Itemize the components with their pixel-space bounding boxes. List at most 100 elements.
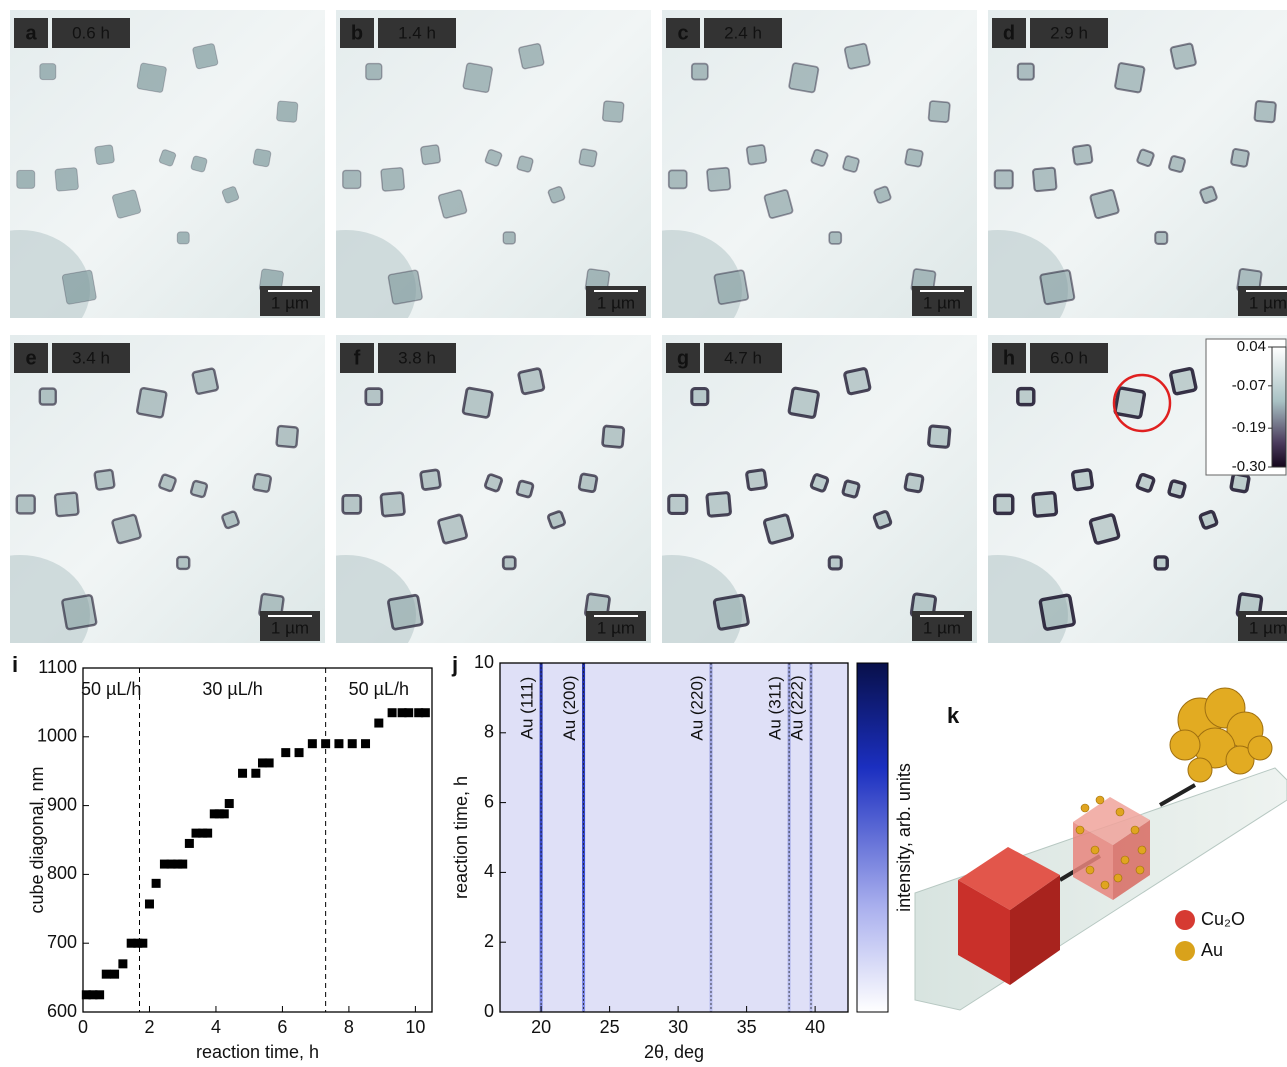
particle (112, 514, 141, 543)
particle (343, 495, 361, 513)
x-tick-label: 2 (144, 1017, 154, 1037)
gold-particle (1114, 874, 1122, 882)
particle (94, 470, 114, 490)
y-axis-label: reaction time, h (451, 776, 471, 899)
particle (1090, 189, 1119, 218)
y-tick-label: 0 (484, 1001, 494, 1021)
scale-label: 1 µm (597, 293, 635, 312)
particle (1115, 388, 1145, 418)
particle (714, 270, 749, 305)
particle (707, 492, 731, 516)
y-tick-label: 8 (484, 722, 494, 742)
particle (829, 557, 841, 569)
time-label: 6.0 h (1050, 348, 1088, 367)
particle (366, 64, 382, 80)
time-label: 0.6 h (72, 23, 110, 42)
legend-label: Au (1201, 940, 1223, 960)
data-point (220, 809, 229, 818)
particle (842, 155, 859, 172)
time-label: 2.9 h (1050, 23, 1088, 42)
gold-particle (1096, 796, 1104, 804)
data-point (308, 739, 317, 748)
particle (192, 368, 218, 394)
panel-letter: a (25, 22, 37, 44)
panel-letter: h (1003, 347, 1015, 369)
particle (1072, 470, 1092, 490)
data-point (225, 799, 234, 808)
scale-label: 1 µm (923, 618, 961, 637)
panel-letter: g (677, 347, 689, 369)
particle (40, 389, 56, 405)
peak-label: Au (200) (560, 675, 579, 740)
particle (874, 511, 892, 529)
x-axis-label: 2θ, deg (644, 1042, 704, 1062)
panel-letter: e (25, 347, 36, 369)
particle (463, 388, 493, 418)
particle (343, 170, 361, 188)
gold-cluster (1188, 758, 1212, 782)
colorbar (1272, 347, 1286, 467)
y-tick-label: 900 (47, 794, 77, 814)
panel-letter: k (947, 703, 960, 728)
time-label: 1.4 h (398, 23, 436, 42)
particle (1040, 595, 1075, 630)
gold-particle (1136, 866, 1144, 874)
particle (518, 368, 544, 394)
particle (844, 43, 870, 69)
particle (388, 595, 423, 630)
particle (177, 557, 189, 569)
scale-label: 1 µm (1249, 618, 1287, 637)
particle (190, 480, 207, 497)
particle (669, 495, 687, 513)
colorbar-label: intensity, arb. units (894, 763, 914, 912)
data-point (95, 990, 104, 999)
particle (62, 595, 97, 630)
particle (1137, 474, 1155, 492)
y-axis-label: cube diagonal, nm (27, 766, 47, 913)
particle (388, 270, 423, 305)
peak-label: Au (220) (687, 675, 706, 740)
panel-letter: j (451, 652, 458, 677)
particle (746, 470, 766, 490)
particle (40, 64, 56, 80)
particle (366, 389, 382, 405)
particle (253, 474, 272, 493)
x-tick-label: 25 (600, 1017, 620, 1037)
data-point (374, 719, 383, 728)
particle (995, 170, 1013, 188)
particle (159, 474, 177, 492)
scale-label: 1 µm (271, 618, 309, 637)
data-point (421, 708, 430, 717)
particle (995, 495, 1013, 513)
scale-label: 1 µm (597, 618, 635, 637)
data-point (138, 939, 147, 948)
particle (1170, 368, 1196, 394)
data-point (251, 769, 260, 778)
panel-letter: f (354, 347, 361, 369)
data-point (178, 860, 187, 869)
particle (1018, 64, 1034, 80)
gold-cluster (1248, 736, 1272, 760)
particle (844, 368, 870, 394)
particle (190, 155, 207, 172)
image-content (928, 10, 1287, 350)
particle (789, 63, 819, 93)
particle (1231, 149, 1250, 168)
gold-particle (1121, 856, 1129, 864)
data-point (388, 708, 397, 717)
particle (707, 167, 731, 191)
particle (692, 64, 708, 80)
data-point (110, 970, 119, 979)
particle (420, 145, 440, 165)
peak-label: Au (311) (766, 676, 785, 740)
y-tick-label: 800 (47, 863, 77, 883)
particle (503, 557, 515, 569)
y-tick-label: 4 (484, 861, 494, 881)
time-label: 3.4 h (72, 348, 110, 367)
particle (1115, 63, 1145, 93)
particle (579, 149, 598, 168)
legend-marker (1175, 910, 1195, 930)
legend-label: Cu₂O (1201, 909, 1245, 929)
particle (602, 101, 624, 123)
gold-particle (1138, 846, 1146, 854)
